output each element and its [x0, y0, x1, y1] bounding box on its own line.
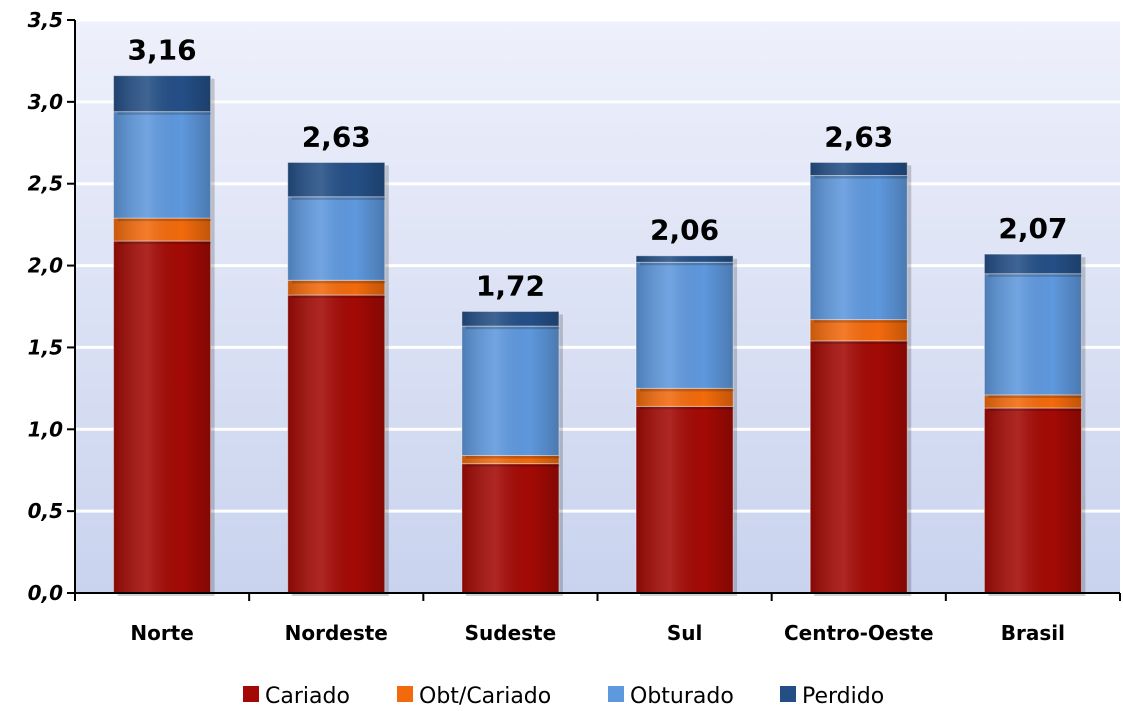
bar-sheen	[810, 319, 908, 341]
x-tick-label: Norte	[130, 621, 193, 645]
bar-sheen	[636, 388, 734, 407]
bar-sheen	[636, 262, 734, 389]
labels: 3,16 Norte 2,63 Nordeste 1,72 Sudeste 2,06 Sul 2…	[128, 34, 1068, 645]
bar-sheen	[287, 280, 385, 296]
bar-sheen	[113, 241, 211, 593]
bar-sheen	[461, 311, 559, 327]
bar-sheen	[984, 273, 1082, 395]
y-tick-label: 1,0	[28, 417, 64, 441]
total-label: 2,07	[998, 212, 1067, 245]
bar-sheen	[287, 295, 385, 593]
bar-sheen	[810, 162, 908, 176]
legend-swatch	[243, 686, 259, 702]
x-tick-label: Centro-Oeste	[784, 621, 934, 645]
x-tick-label: Sudeste	[465, 621, 557, 645]
legend-label: Obturado	[630, 684, 734, 709]
total-label: 3,16	[128, 34, 197, 67]
y-tick-label: 2,5	[28, 172, 63, 196]
bar-sheen	[113, 111, 211, 219]
legend: Cariado Obt/Cariado Obturado Perdido	[243, 684, 884, 709]
legend-swatch	[397, 686, 413, 702]
total-label: 2,63	[824, 120, 893, 153]
total-label: 2,63	[302, 120, 371, 153]
y-tick-label: 0,0	[28, 581, 64, 605]
bar-sheen	[984, 408, 1082, 593]
legend-label: Obt/Cariado	[419, 684, 551, 709]
y-tick-label: 1,5	[28, 335, 63, 359]
x-tick-label: Nordeste	[285, 621, 388, 645]
bar-sheen	[461, 326, 559, 456]
plot-area	[75, 20, 1120, 593]
legend-label: Perdido	[802, 684, 884, 709]
bars	[113, 75, 1086, 596]
x-tick-label: Sul	[667, 621, 703, 645]
bar-sheen	[636, 255, 734, 263]
y-tick-label: 3,0	[28, 90, 64, 114]
bar-sheen	[287, 162, 385, 197]
total-label: 1,72	[476, 269, 545, 302]
bar-sheen	[113, 75, 211, 112]
legend-swatch	[608, 686, 624, 702]
legend-label: Cariado	[265, 684, 350, 709]
y-tick-label: 0,5	[28, 499, 63, 523]
bar-sheen	[636, 406, 734, 593]
y-tick-label: 2,0	[28, 254, 64, 278]
bar-sheen	[113, 218, 211, 242]
y-tick-label: 3,5	[28, 8, 63, 32]
bar-sheen	[984, 394, 1082, 409]
gridlines	[75, 18, 1120, 513]
bar-sheen	[287, 196, 385, 281]
bar-sheen	[461, 455, 559, 464]
bar-sheen	[810, 340, 908, 593]
legend-swatch	[780, 686, 796, 702]
x-tick-label: Brasil	[1001, 621, 1065, 645]
bar-sheen	[810, 175, 908, 320]
bar-sheen	[984, 254, 1082, 274]
total-label: 2,06	[650, 214, 719, 247]
bar-sheen	[461, 463, 559, 593]
axes: 0,0 0,5 1,0 1,5 2,0 2,5 3,0 3,5	[28, 8, 1121, 605]
